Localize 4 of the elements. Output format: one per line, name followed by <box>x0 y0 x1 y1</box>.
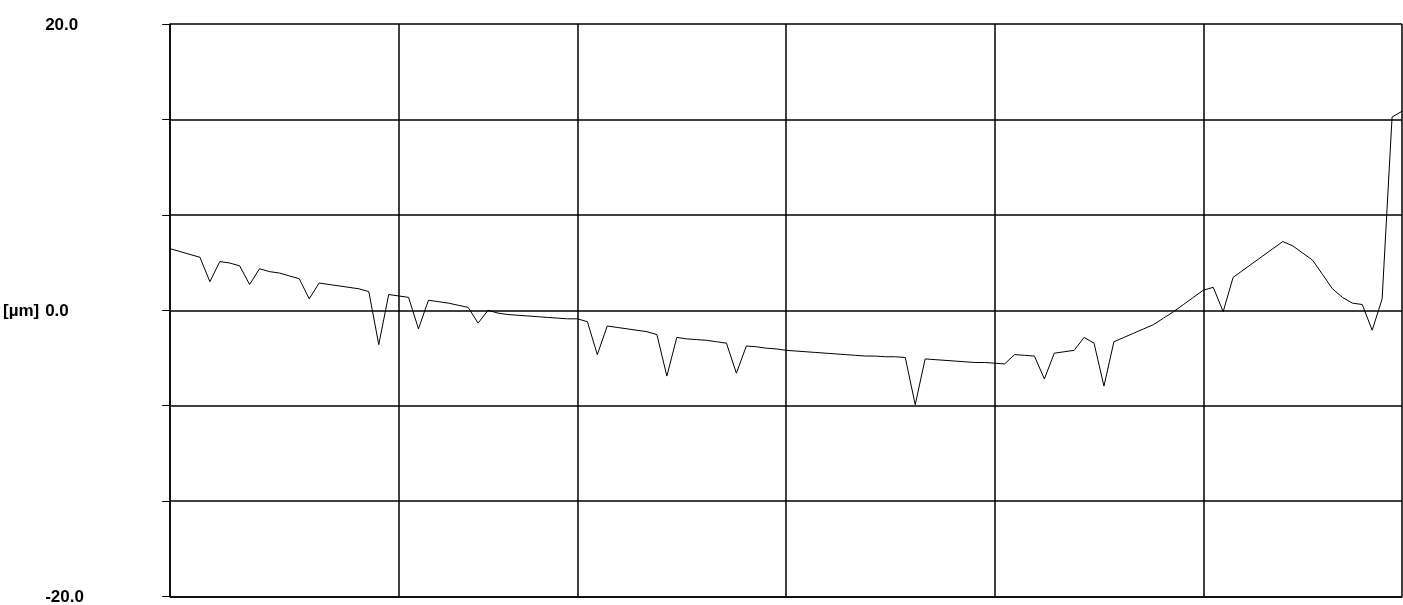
y-tick-label: 0.0 <box>45 300 69 320</box>
y-tick-label: -20.0 <box>45 587 84 605</box>
y-axis-title: [µm] <box>3 300 40 320</box>
y-tick-label: 20.0 <box>45 14 79 34</box>
